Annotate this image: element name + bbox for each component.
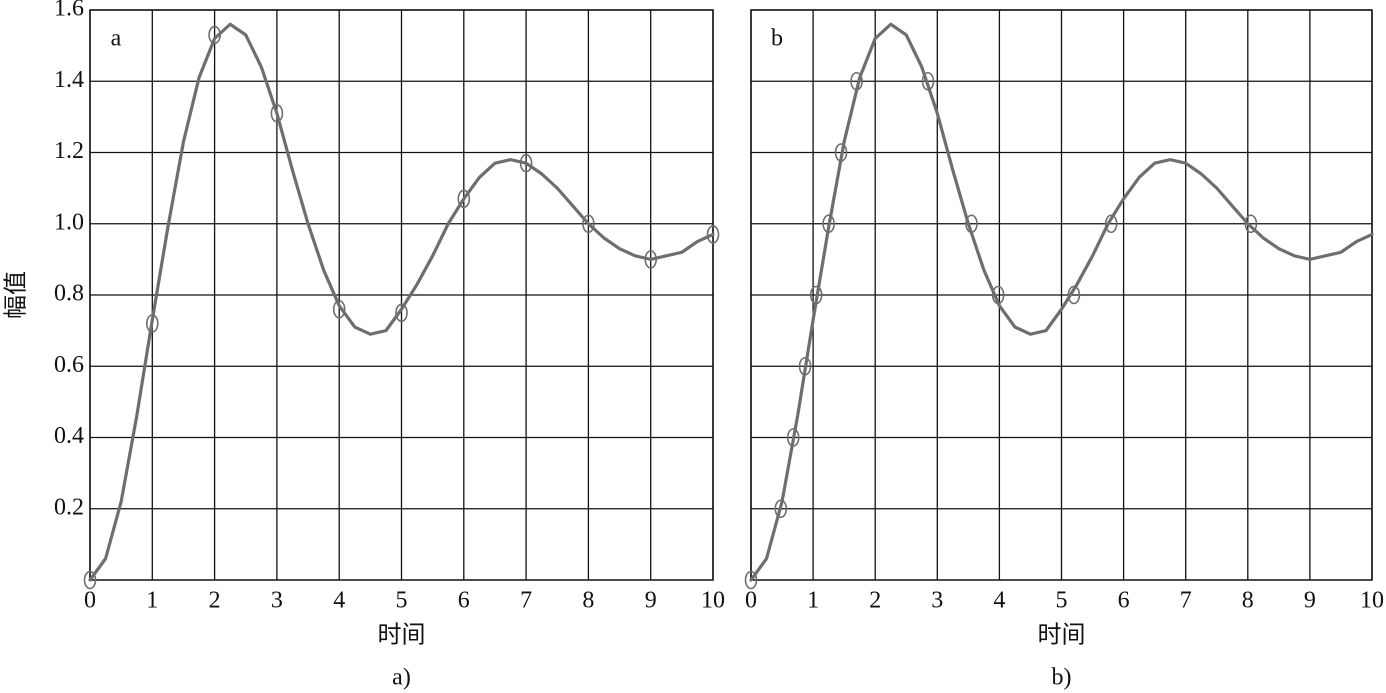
caption: a) bbox=[392, 665, 411, 691]
marker bbox=[822, 214, 835, 234]
marker bbox=[395, 303, 408, 323]
marker bbox=[774, 499, 788, 519]
y-tick-label: 1.6 bbox=[54, 0, 84, 22]
marker bbox=[270, 104, 284, 123]
y-tick-label: 1.0 bbox=[54, 209, 84, 235]
x-tick-label: 0 bbox=[745, 588, 757, 614]
marker bbox=[744, 570, 758, 590]
marker bbox=[83, 570, 97, 590]
marker bbox=[208, 25, 221, 45]
x-tick-label: 10 bbox=[701, 588, 725, 614]
panel: 0 1 2 3 4 5 6 7 8 9 10 b 时间 b) bbox=[744, 9, 1384, 691]
y-axis-label: 幅值 bbox=[3, 271, 30, 319]
marker bbox=[921, 71, 935, 91]
plot-frame bbox=[89, 9, 714, 581]
x-tick-label: 1 bbox=[146, 588, 158, 614]
marker bbox=[834, 143, 848, 162]
marker bbox=[519, 153, 533, 173]
marker bbox=[1244, 214, 1258, 234]
x-tick-label: 3 bbox=[271, 588, 283, 614]
x-axis-label: 时间 bbox=[378, 622, 426, 649]
marker bbox=[706, 225, 720, 244]
x-axis-label: 时间 bbox=[1038, 622, 1086, 649]
panel: 0.2 0.4 0.6 0.8 1.0 1.2 1.4 1.6 0 1 2 3 4 5 6 7 8 9 10 a 时间 a… bbox=[3, 0, 726, 691]
x-tick-label: 8 bbox=[1242, 588, 1254, 614]
marker bbox=[146, 314, 159, 333]
curve bbox=[88, 22, 715, 582]
caption: b) bbox=[1052, 665, 1072, 691]
x-tick-label: 5 bbox=[1056, 588, 1068, 614]
plot-frame bbox=[750, 9, 1373, 581]
y-tick-label: 0.2 bbox=[54, 494, 84, 520]
marker bbox=[991, 285, 1005, 305]
y-tick-label: 1.4 bbox=[54, 67, 84, 93]
x-tick-label: 10 bbox=[1360, 588, 1384, 614]
x-tick-label: 2 bbox=[209, 588, 221, 614]
x-tick-label: 9 bbox=[645, 588, 657, 614]
marker bbox=[850, 71, 863, 91]
curve bbox=[749, 22, 1374, 582]
x-tick-label: 3 bbox=[931, 588, 943, 614]
panel-label: a bbox=[111, 26, 122, 52]
x-tick-label: 6 bbox=[1118, 588, 1130, 614]
x-tick-label: 2 bbox=[869, 588, 881, 614]
x-tick-label: 6 bbox=[458, 588, 470, 614]
x-tick-label: 7 bbox=[1180, 588, 1192, 614]
marker bbox=[1104, 214, 1118, 234]
marker bbox=[1067, 285, 1081, 305]
y-tick-label: 0.4 bbox=[54, 423, 84, 449]
marker bbox=[644, 250, 658, 269]
y-tick-label: 1.2 bbox=[54, 138, 84, 164]
x-tick-label: 0 bbox=[84, 588, 96, 614]
x-tick-label: 4 bbox=[333, 588, 345, 614]
y-tick-label: 0.6 bbox=[54, 352, 84, 378]
x-tick-label: 7 bbox=[520, 588, 532, 614]
marker bbox=[965, 214, 978, 234]
x-tick-label: 1 bbox=[807, 588, 819, 614]
marker bbox=[332, 299, 346, 319]
panel-label: b bbox=[771, 26, 783, 52]
y-tick-label: 0.8 bbox=[54, 281, 84, 307]
marker bbox=[457, 189, 471, 209]
x-tick-label: 5 bbox=[396, 588, 408, 614]
x-tick-label: 8 bbox=[582, 588, 594, 614]
marker bbox=[809, 285, 823, 305]
x-tick-label: 4 bbox=[993, 588, 1005, 614]
marker bbox=[582, 214, 595, 234]
x-tick-label: 9 bbox=[1304, 588, 1316, 614]
marker bbox=[786, 428, 800, 447]
marker bbox=[798, 356, 812, 376]
